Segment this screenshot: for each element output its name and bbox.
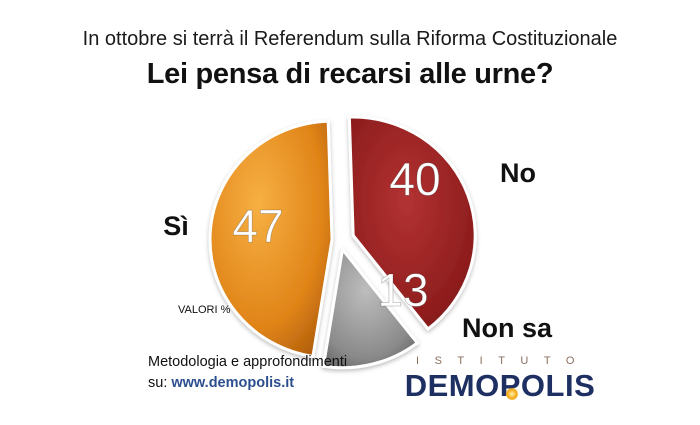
logo-sun-icon <box>506 388 518 400</box>
pie-category-label: Sì <box>163 211 189 241</box>
logo-top-text: ISTITUTO <box>416 355 590 367</box>
logo-main-text: DEMOPOLIS <box>404 368 596 403</box>
demopolis-logo: ISTITUTO DEMOPOLIS <box>384 355 616 403</box>
chart-subtitle: In ottobre si terrà il Referendum sulla … <box>82 28 618 50</box>
pie-value-label: 40 <box>389 153 440 205</box>
pie-slice-no <box>347 115 477 331</box>
values-unit-label: VALORI % <box>178 304 231 316</box>
website-line: su: www.demopolis.it <box>148 373 347 394</box>
pie-category-label: Non sa <box>462 313 553 343</box>
pie-value-label: 13 <box>377 264 428 316</box>
pie-slice-non-sa <box>321 245 420 370</box>
chart-title: Lei pensa di recarsi alle urne? <box>146 58 554 90</box>
methodology-note: Metodologia e approfondimenti su: www.de… <box>148 352 347 394</box>
website-prefix: su: <box>148 375 172 391</box>
website-link[interactable]: www.demopolis.it <box>171 375 295 391</box>
methodology-line: Metodologia e approfondimenti <box>148 354 348 370</box>
pie-category-label: No <box>500 158 536 188</box>
pie-value-label: 47 <box>232 200 283 252</box>
pie-slice-si <box>208 119 334 359</box>
